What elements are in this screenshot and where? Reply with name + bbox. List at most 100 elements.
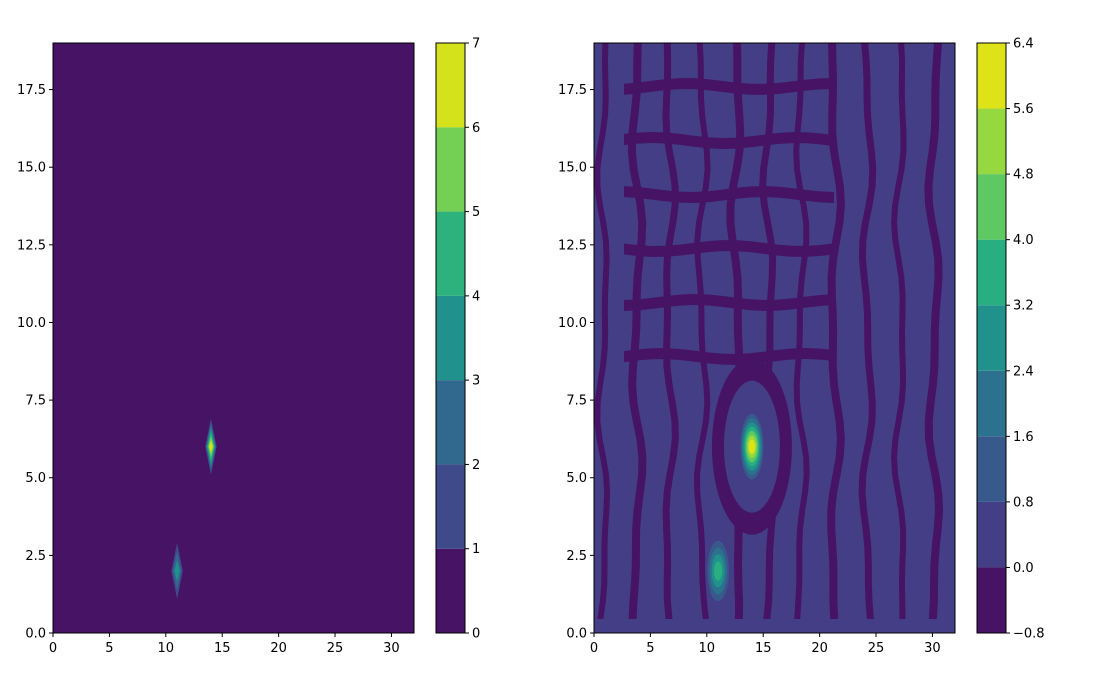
y-tick-label: 0.0	[566, 627, 587, 642]
colorbar-tick-label: 6.4	[1013, 37, 1034, 52]
y-tick-label: 15.0	[558, 161, 587, 176]
right-peaks	[705, 409, 765, 608]
left-colorbar-frame	[435, 42, 466, 634]
right-x-axis: 0 5 10 15 20 25 30	[590, 633, 941, 656]
ringing-stripe	[594, 43, 611, 619]
x-tick-label: 10	[699, 641, 716, 656]
colorbar-tick-label: 2	[472, 458, 480, 473]
colorbar-band	[977, 501, 1006, 568]
y-tick-label: 7.5	[566, 394, 587, 409]
colorbar-tick-label: 3	[472, 374, 480, 389]
colorbar-tick-label: 1	[472, 542, 480, 557]
x-tick-label: 15	[755, 641, 772, 656]
ringing-stripe	[627, 43, 647, 619]
colorbar-band	[436, 43, 465, 128]
ringing-band	[624, 132, 834, 149]
right-colorbar-frame	[976, 42, 1007, 634]
colorbar-tick-label: 2.4	[1013, 364, 1034, 379]
colorbar-band	[977, 108, 1006, 175]
colorbar-band	[977, 305, 1006, 371]
ringing-band	[624, 294, 834, 311]
ringing-band	[624, 186, 834, 203]
colorbar-band	[977, 43, 1006, 109]
x-tick-label: 0	[49, 641, 57, 656]
x-tick-label: 30	[924, 641, 941, 656]
colorbar-tick-label: 6	[472, 121, 480, 136]
colorbar-band	[436, 295, 465, 381]
colorbar-band	[977, 370, 1006, 437]
ringing-stripe	[827, 43, 845, 619]
x-tick-label: 0	[590, 641, 598, 656]
ringing-band	[624, 78, 834, 95]
left-plot-frame	[52, 42, 415, 634]
colorbar-band	[977, 239, 1006, 306]
y-tick-label: 10.0	[558, 316, 587, 331]
colorbar-tick-label: 4.8	[1013, 168, 1034, 183]
ringing-stripe	[793, 43, 810, 619]
x-tick-label: 20	[270, 641, 287, 656]
colorbar-tick-label: 5	[472, 205, 480, 220]
colorbar-tick-label: 7	[472, 37, 480, 52]
x-tick-label: 20	[811, 641, 828, 656]
x-tick-label: 5	[105, 641, 113, 656]
left-y-axis: 0.0 2.5 5.0 7.5 10.0 12.5 15.0 17.5	[17, 83, 53, 642]
colorbar-tick-label: 0	[472, 627, 480, 642]
colorbar-band	[977, 174, 1006, 240]
colorbar-band	[977, 436, 1006, 502]
y-tick-label: 0.0	[25, 627, 46, 642]
ringing-stripe	[694, 43, 711, 619]
colorbar-tick-label: 0.0	[1013, 561, 1034, 576]
x-tick-label: 5	[646, 641, 654, 656]
left-contour-plot: 0 5 10 15 20 25 30 0.0 2.5 5.0 7.5 10.0 12.5 15.0 17.…	[17, 42, 415, 656]
y-tick-label: 17.5	[558, 83, 587, 98]
ringing-band	[624, 348, 834, 365]
colorbar-tick-label: 3.2	[1013, 299, 1034, 314]
y-tick-label: 15.0	[17, 161, 46, 176]
colorbar-tick-label: 4.0	[1013, 233, 1034, 248]
left-x-axis: 0 5 10 15 20 25 30	[49, 633, 400, 656]
y-tick-label: 7.5	[25, 394, 46, 409]
y-tick-label: 5.0	[25, 471, 46, 486]
right-contour-plot: 0 5 10 15 20 25 30 0.0 2.5 5.0 7.5 10.0 12.5 15.0 17.…	[558, 42, 956, 656]
ringing-stripe	[924, 43, 944, 619]
colorbar-band	[436, 127, 465, 212]
colorbar-tick-label: 1.6	[1013, 430, 1034, 445]
right-y-axis: 0.0 2.5 5.0 7.5 10.0 12.5 15.0 17.5	[558, 83, 594, 642]
right-plot-frame	[593, 42, 956, 634]
x-tick-label: 30	[383, 641, 400, 656]
colorbar-band	[436, 380, 465, 465]
ringing-band	[624, 240, 834, 257]
x-tick-label: 25	[868, 641, 885, 656]
y-tick-label: 2.5	[25, 549, 46, 564]
x-tick-label: 10	[158, 641, 175, 656]
y-tick-label: 10.0	[17, 316, 46, 331]
x-tick-label: 25	[327, 641, 344, 656]
colorbar-tick-label: 0.8	[1013, 495, 1034, 510]
colorbar-band	[436, 211, 465, 296]
colorbar-tick-label: 5.6	[1013, 102, 1034, 117]
x-tick-label: 15	[214, 641, 231, 656]
y-tick-label: 17.5	[17, 83, 46, 98]
colorbar-band	[436, 464, 465, 549]
left-peaks	[171, 418, 217, 599]
peak-contour	[208, 440, 213, 454]
colorbar-tick-label: −0.8	[1013, 627, 1045, 642]
ringing-stripe	[858, 43, 877, 619]
colorbar-tick-label: 4	[472, 289, 480, 304]
y-tick-label: 2.5	[566, 549, 587, 564]
colorbar-band	[436, 548, 465, 633]
colorbar-band	[977, 567, 1006, 633]
peak-contour	[174, 560, 180, 582]
ringing-stripe	[662, 43, 679, 619]
y-tick-label: 12.5	[17, 238, 46, 253]
ringing-stripe	[891, 43, 907, 619]
y-tick-label: 5.0	[566, 471, 587, 486]
right-ringing-pattern	[594, 43, 944, 619]
peak-contour	[713, 561, 723, 581]
right-colorbar: −0.8 0.0 0.8 1.6 2.4 3.2 4.0 4.8 5.6 6.4	[976, 37, 1045, 642]
left-plot-background	[53, 43, 414, 633]
left-colorbar: 0 1 2 3 4 5 6 7	[435, 37, 480, 642]
y-tick-label: 12.5	[558, 238, 587, 253]
peak-contour	[748, 439, 756, 454]
